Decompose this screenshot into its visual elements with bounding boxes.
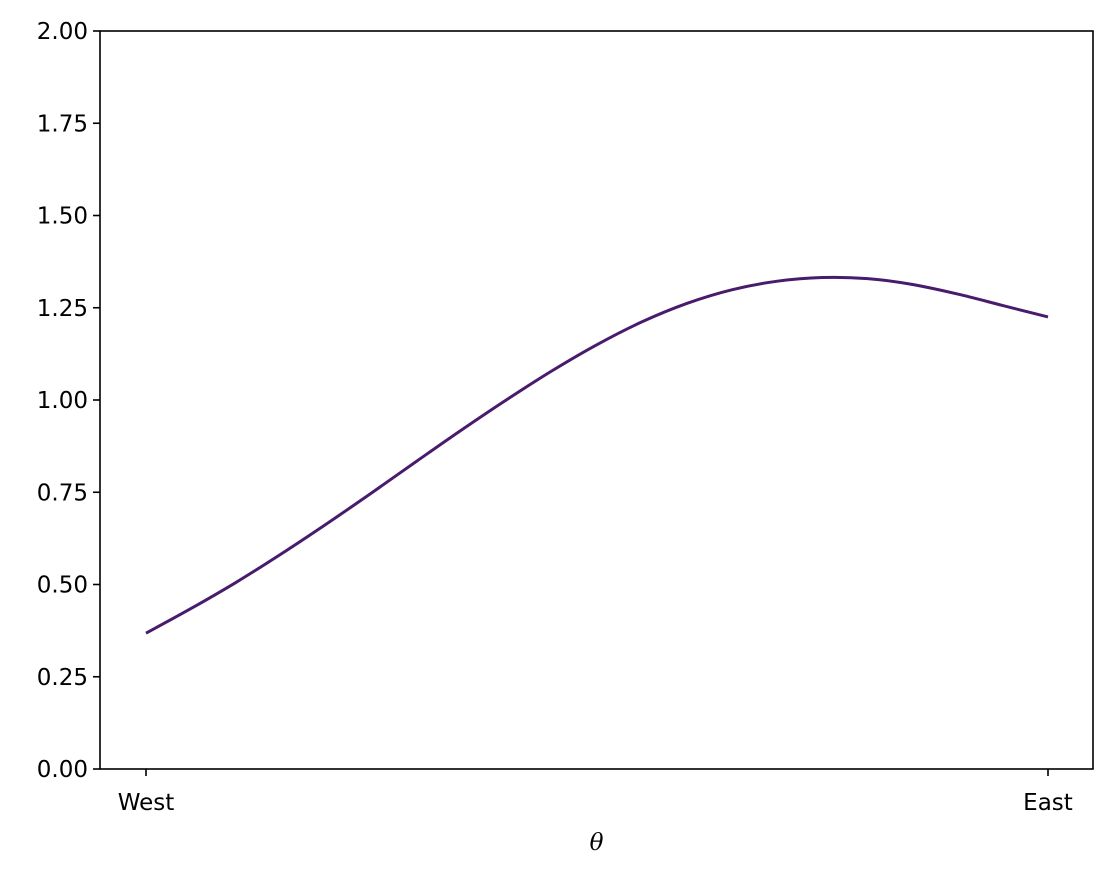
y-tick-label: 0.50 (37, 573, 88, 599)
y-tick-label: 2.00 (37, 19, 88, 45)
y-tick-label: 0.25 (37, 665, 88, 691)
x-tick-label: West (118, 790, 175, 816)
x-tick-label: East (1023, 790, 1073, 816)
y-tick-label: 1.25 (37, 296, 88, 322)
series-group (145, 275, 1049, 635)
y-tick-label: 1.75 (37, 111, 88, 137)
plot-area (100, 31, 1093, 769)
y-tick-label: 1.50 (37, 204, 88, 230)
x-axis-label: θ (590, 830, 604, 856)
x-axis-ticks: West East (118, 769, 1073, 816)
y-tick-label: 0.00 (37, 757, 88, 783)
plot-frame (99, 30, 1094, 770)
series-line-curve (145, 275, 1049, 635)
y-axis-ticks: 0.00 0.25 0.50 0.75 1.00 1.25 1.50 1.75 2.00 (37, 19, 100, 783)
y-tick-label: 0.75 (37, 480, 88, 506)
y-tick-label: 1.00 (37, 388, 88, 414)
